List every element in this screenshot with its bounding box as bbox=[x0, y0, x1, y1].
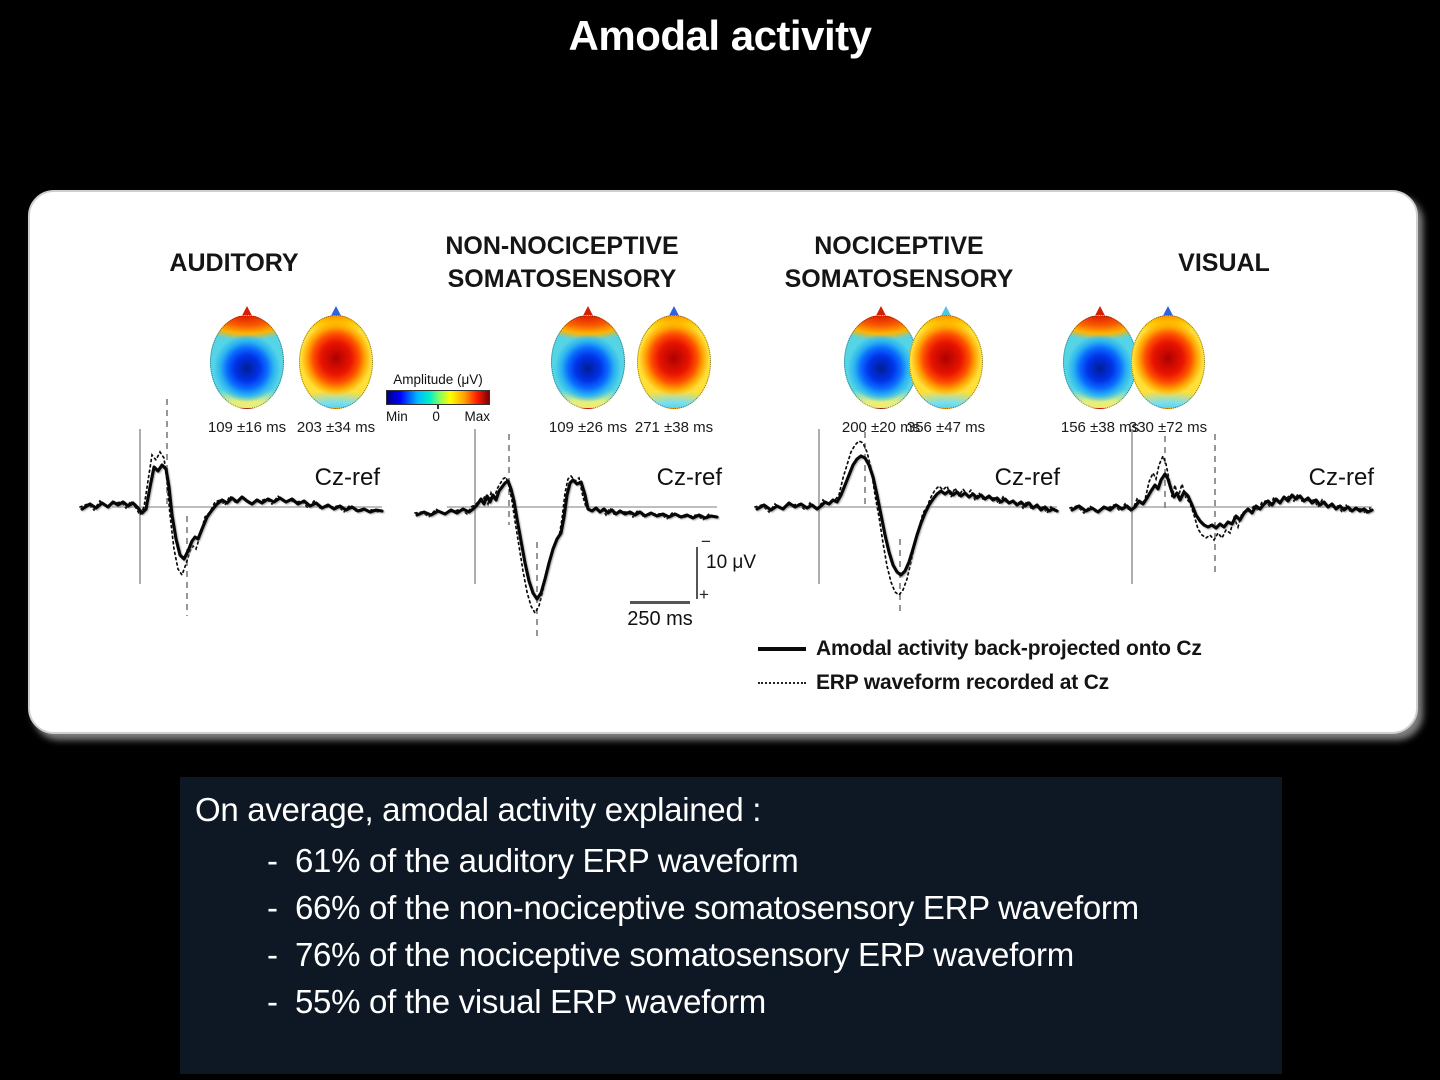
bullet-text: 66% of the non-nociceptive somatosensory… bbox=[295, 889, 1139, 926]
panel-title-line: NOCICEPTIVE bbox=[814, 232, 984, 260]
erp-recorded-curve bbox=[1069, 453, 1371, 542]
scalebar-plus-sign: + bbox=[699, 585, 709, 604]
scalp-topography-pos bbox=[637, 315, 711, 409]
erp-waveform-plot-visual bbox=[1069, 429, 1374, 584]
map-latency-label: 271 ±38 ms bbox=[634, 419, 714, 436]
figure-card: AUDITORY 109 ±16 ms 203 ±34 ms Cz-ref NON-NO… bbox=[28, 190, 1418, 734]
summary-box: On average, amodal activity explained : … bbox=[180, 777, 1282, 1074]
scalp-topography-neg bbox=[1063, 315, 1137, 409]
panel-title-auditory: AUDITORY bbox=[64, 230, 404, 296]
cz-ref-label: Cz-ref bbox=[1308, 464, 1374, 491]
scalp-map bbox=[1063, 306, 1137, 409]
topomap-non-nociceptive-somatosensory-1: 109 ±26 ms bbox=[533, 306, 643, 436]
topomap-nociceptive-somatosensory-2: 356 ±47 ms bbox=[891, 306, 1001, 436]
map-latency-label: 356 ±47 ms bbox=[906, 419, 986, 436]
amplitude-scalebar bbox=[696, 547, 698, 599]
erp-waveform-plot-nociceptive-somatosensory bbox=[754, 429, 1059, 612]
map-latency-label: 203 ±34 ms bbox=[296, 419, 376, 436]
summary-bullet: -66% of the non-nociceptive somatosensor… bbox=[195, 884, 1145, 931]
legend-row-solid: Amodal activity back-projected onto Cz bbox=[758, 632, 1202, 666]
map-latency-label: 330 ±72 ms bbox=[1128, 419, 1208, 436]
panel-title-line: VISUAL bbox=[1178, 248, 1270, 277]
dotted-line-swatch bbox=[758, 682, 806, 684]
bullet-text: 55% of the visual ERP waveform bbox=[295, 983, 766, 1020]
bullet-dash: - bbox=[267, 983, 278, 1020]
bullet-text: 76% of the nociceptive somatosensory ERP… bbox=[295, 936, 1074, 973]
scalp-map bbox=[210, 306, 284, 409]
scalp-map bbox=[844, 306, 918, 409]
scalp-map bbox=[551, 306, 625, 409]
scalp-topography-pos bbox=[299, 315, 373, 409]
summary-intro: On average, amodal activity explained : bbox=[195, 791, 762, 828]
map-latency-label: 156 ±38 ms bbox=[1060, 419, 1140, 436]
amodal-backprojected-curve bbox=[415, 478, 719, 601]
amodal-backprojected-curve bbox=[1070, 472, 1374, 530]
topomap-visual-1: 156 ±38 ms bbox=[1045, 306, 1155, 436]
figure-legend: Amodal activity back-projected onto Cz E… bbox=[758, 632, 1202, 700]
legend-row-dotted: ERP waveform recorded at Cz bbox=[758, 666, 1202, 700]
map-latency-label: 109 ±26 ms bbox=[548, 419, 628, 436]
erp-waveform-plot-auditory bbox=[79, 399, 384, 616]
cz-ref-label: Cz-ref bbox=[994, 464, 1060, 491]
panel-title-visual: VISUAL bbox=[1054, 230, 1394, 296]
panel-title-line: SOMATOSENSORY bbox=[784, 265, 1014, 293]
summary-bullet-list: -61% of the auditory ERP waveform -66% of… bbox=[195, 837, 1145, 1025]
erp-recorded-curve bbox=[414, 474, 716, 615]
summary-bullet: -76% of the nociceptive somatosensory ER… bbox=[195, 931, 1145, 978]
topomap-visual-2: 330 ±72 ms bbox=[1113, 306, 1223, 436]
colorbar-zero-label: 0 bbox=[432, 409, 440, 424]
topomap-auditory-1: 109 ±16 ms bbox=[192, 306, 302, 436]
legend-solid-label: Amodal activity back-projected onto Cz bbox=[816, 637, 1202, 660]
scalebar-minus-sign: − bbox=[701, 532, 711, 551]
colorbar-zero-tick bbox=[437, 405, 439, 409]
slide-title: Amodal activity bbox=[568, 12, 872, 59]
time-scalebar bbox=[630, 601, 690, 604]
bullet-dash: - bbox=[267, 842, 278, 879]
scalebar-amplitude-label: 10 μV bbox=[706, 552, 757, 573]
scalebar-time-label: 250 ms bbox=[627, 608, 693, 630]
panel-title-line: AUDITORY bbox=[169, 248, 299, 277]
scalp-topography-pos bbox=[909, 315, 983, 409]
cz-ref-label: Cz-ref bbox=[314, 464, 380, 491]
colorbar-max-label: Max bbox=[464, 409, 490, 424]
topomap-nociceptive-somatosensory-1: 200 ±20 ms bbox=[826, 306, 936, 436]
colorbar-min-label: Min bbox=[386, 409, 408, 424]
amodal-backprojected-curve bbox=[80, 463, 384, 561]
bullet-text: 61% of the auditory ERP waveform bbox=[295, 842, 799, 879]
bullet-dash: - bbox=[267, 936, 278, 973]
scalp-topography-neg bbox=[210, 315, 284, 409]
scalp-topography-neg bbox=[844, 315, 918, 409]
summary-bullet: -61% of the auditory ERP waveform bbox=[195, 837, 1145, 884]
legend-dotted-label: ERP waveform recorded at Cz bbox=[816, 671, 1109, 694]
panel-title-non-nociceptive-somatosensory: NON-NOCICEPTIVE SOMATOSENSORY bbox=[392, 230, 732, 296]
erp-recorded-curve bbox=[79, 450, 381, 577]
amplitude-colorbar: Amplitude (μV) Min 0 Max bbox=[386, 372, 490, 424]
panel-title-line: NON-NOCICEPTIVE bbox=[445, 232, 679, 260]
cz-ref-label: Cz-ref bbox=[656, 464, 722, 491]
panel-title-line: SOMATOSENSORY bbox=[447, 265, 677, 293]
colorbar-gradient bbox=[386, 390, 490, 405]
scalp-topography-neg bbox=[551, 315, 625, 409]
topomap-non-nociceptive-somatosensory-2: 271 ±38 ms bbox=[619, 306, 729, 436]
summary-bullet: -55% of the visual ERP waveform bbox=[195, 978, 1145, 1025]
scalp-topography-pos bbox=[1131, 315, 1205, 409]
solid-line-swatch bbox=[758, 647, 806, 651]
panel-title-nociceptive-somatosensory: NOCICEPTIVE SOMATOSENSORY bbox=[729, 230, 1069, 296]
colorbar-title: Amplitude (μV) bbox=[393, 372, 483, 387]
erp-waveform-plot-non-nociceptive-somatosensory bbox=[414, 429, 719, 639]
map-latency-label: 200 ±20 ms bbox=[841, 419, 921, 436]
scalp-map bbox=[1131, 306, 1205, 409]
bullet-dash: - bbox=[267, 889, 278, 926]
amodal-backprojected-curve bbox=[755, 454, 1059, 577]
map-latency-label: 109 ±16 ms bbox=[207, 419, 287, 436]
